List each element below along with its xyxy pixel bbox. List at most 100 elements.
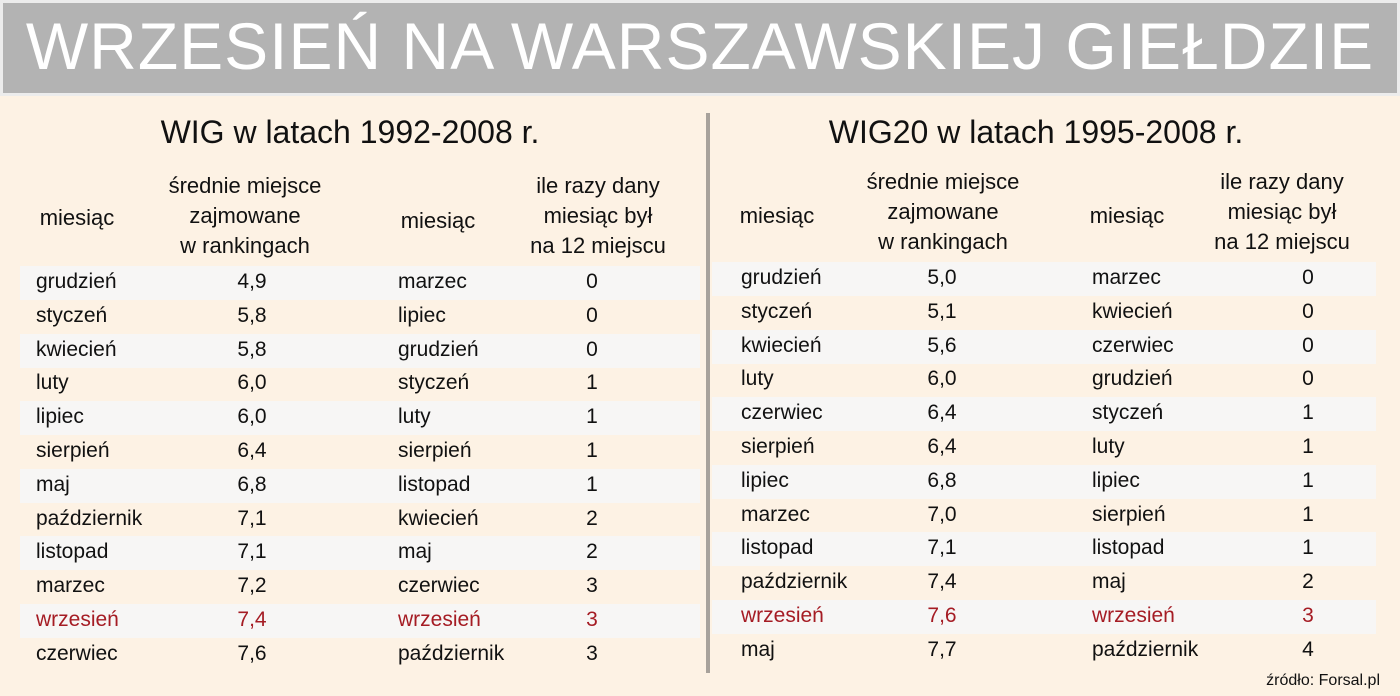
month-cell: czerwiec	[1092, 333, 1174, 357]
month-cell: luty	[1092, 435, 1125, 458]
month-cell: grudzień	[741, 266, 822, 289]
table-row: styczeń 5,8 lipiec 0	[20, 300, 700, 334]
month-cell: listopad	[36, 540, 109, 564]
table-row: wrzesień 7,6 wrzesień 3	[712, 600, 1376, 634]
title-banner-inner: WRZESIEŃ NA WARSZAWSKIEJ GIEŁDZIE	[3, 3, 1397, 93]
month-cell: grudzień	[1092, 367, 1173, 391]
times-last-cell: 0	[1302, 333, 1314, 357]
header-line: ile razy dany	[536, 173, 660, 198]
header-times-12th: ile razy dany miesiąc był na 12 miejscu	[1192, 167, 1372, 257]
avg-rank-cell: 7,1	[237, 540, 267, 564]
table-row: grudzień 4,9 marzec 0	[20, 266, 700, 300]
times-last-cell: 2	[586, 540, 598, 564]
table-row: maj 6,8 listopad 1	[20, 468, 700, 503]
header-month-b: miesiąc	[1089, 203, 1165, 228]
table-row: sierpień 6,4 luty 1	[712, 431, 1376, 465]
header-month-a: miesiąc	[739, 203, 815, 228]
avg-rank-cell: 6,4	[927, 401, 957, 425]
month-cell: marzec	[1092, 266, 1161, 289]
avg-rank-cell: 6,4	[237, 439, 267, 462]
month-cell: czerwiec	[741, 401, 823, 425]
month-cell: wrzesień	[36, 608, 119, 631]
month-cell: styczeń	[741, 299, 813, 323]
times-last-cell: 0	[586, 303, 598, 327]
header-line: na 12 miejscu	[530, 233, 666, 258]
header-line: miesiąc był	[543, 203, 653, 228]
month-cell: maj	[1092, 570, 1126, 594]
times-last-cell: 0	[1302, 266, 1314, 289]
avg-rank-cell: 6,8	[237, 472, 267, 496]
header-line: miesiąc był	[1227, 199, 1337, 224]
month-cell: wrzesień	[741, 604, 824, 627]
times-last-cell: 0	[586, 337, 598, 361]
source-credit: źródło: Forsal.pl	[1266, 672, 1380, 689]
month-cell: sierpień	[741, 435, 815, 458]
page-title: WRZESIEŃ NA WARSZAWSKIEJ GIEŁDZIE	[25, 9, 1375, 83]
times-last-cell: 1	[586, 439, 598, 462]
table-row: październik 7,1 kwiecień 2	[20, 503, 700, 537]
avg-rank-cell: 7,6	[237, 641, 267, 665]
month-cell: styczeń	[1092, 401, 1164, 425]
table-row: lipiec 6,8 lipiec 1	[712, 464, 1376, 499]
month-cell: lipiec	[741, 468, 789, 492]
header-line: zajmowane	[189, 203, 301, 228]
header-avg-place: średnie miejsce zajmowane w rankingach	[150, 171, 340, 261]
month-cell: styczeń	[36, 303, 108, 327]
table-row: kwiecień 5,6 czerwiec 0	[712, 329, 1376, 364]
header-line: średnie miejsce	[168, 173, 322, 198]
month-cell: czerwiec	[36, 641, 118, 665]
table-row: marzec 7,2 czerwiec 3	[20, 570, 700, 604]
avg-rank-cell: 7,1	[927, 536, 957, 560]
table-row: czerwiec 6,4 styczeń 1	[712, 397, 1376, 432]
header-avg-place: średnie miejsce zajmowane w rankingach	[848, 167, 1038, 257]
month-cell: październik	[741, 570, 848, 594]
avg-rank-cell: 7,0	[927, 502, 957, 526]
month-cell: luty	[398, 405, 431, 429]
avg-rank-cell: 5,8	[237, 337, 267, 361]
month-cell: sierpień	[398, 439, 472, 462]
table-row: październik 7,4 maj 2	[712, 566, 1376, 600]
month-cell: styczeń	[398, 371, 470, 395]
times-last-cell: 3	[1302, 604, 1314, 627]
times-last-cell: 2	[586, 506, 598, 530]
month-cell: lipiec	[36, 405, 84, 429]
header-month-a: miesiąc	[39, 205, 115, 230]
month-cell: kwiecień	[398, 506, 479, 530]
table-row: czerwiec 7,6 październik 3	[20, 638, 700, 672]
avg-rank-cell: 7,6	[927, 604, 957, 627]
table-row: listopad 7,1 maj 2	[20, 536, 700, 571]
table-row: marzec 7,0 sierpień 1	[712, 499, 1376, 533]
avg-rank-cell: 7,1	[237, 506, 267, 530]
month-cell: listopad	[398, 472, 471, 496]
month-cell: październik	[1092, 637, 1199, 661]
month-cell: lipiec	[1092, 468, 1140, 492]
times-last-cell: 0	[1302, 299, 1314, 323]
month-cell: marzec	[398, 270, 467, 293]
times-last-cell: 1	[1302, 435, 1314, 458]
header-line: średnie miejsce	[866, 169, 1020, 194]
times-last-cell: 4	[1302, 637, 1314, 661]
table-row: lipiec 6,0 luty 1	[20, 401, 700, 436]
month-cell: listopad	[741, 536, 814, 560]
avg-rank-cell: 5,6	[927, 333, 957, 357]
avg-rank-cell: 5,0	[927, 266, 957, 289]
month-cell: sierpień	[36, 439, 110, 462]
month-cell: grudzień	[36, 270, 117, 293]
avg-rank-cell: 5,8	[237, 303, 267, 327]
avg-rank-cell: 5,1	[927, 299, 957, 323]
month-cell: lipiec	[398, 303, 446, 327]
month-cell: maj	[36, 472, 70, 496]
table-row: kwiecień 5,8 grudzień 0	[20, 333, 700, 368]
times-last-cell: 1	[586, 472, 598, 496]
month-cell: listopad	[1092, 536, 1165, 560]
times-last-cell: 0	[586, 270, 598, 293]
header-line: w rankingach	[878, 229, 1008, 254]
avg-rank-cell: 7,4	[927, 570, 957, 594]
month-cell: październik	[36, 506, 143, 530]
times-last-cell: 1	[586, 371, 598, 395]
table-row: luty 6,0 grudzień 0	[712, 363, 1376, 397]
avg-rank-cell: 4,9	[237, 270, 267, 293]
month-cell: maj	[398, 540, 432, 564]
table-row: sierpień 6,4 sierpień 1	[20, 435, 700, 469]
wig-panel-title: WIG w latach 1992-2008 r.	[160, 114, 540, 150]
